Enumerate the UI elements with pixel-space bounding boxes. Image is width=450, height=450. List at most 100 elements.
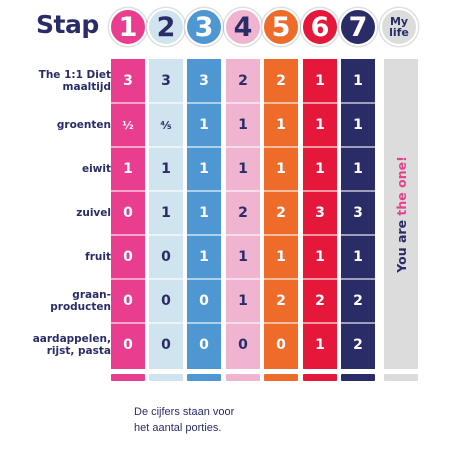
footnote-line-2: het aantal porties. <box>134 422 222 434</box>
my-life-column-footer <box>384 374 418 381</box>
portion-cell: 0 <box>161 293 171 309</box>
row-label: groenten <box>3 107 111 143</box>
portion-cell: 1 <box>353 249 363 265</box>
portion-cell: 2 <box>276 205 286 221</box>
footnote: De cijfers staan voor het aantal porties… <box>134 404 294 436</box>
footnote-line-1: De cijfers staan voor <box>134 406 235 418</box>
step-column-footer-7 <box>341 374 375 381</box>
row-label-line: producten <box>50 301 111 313</box>
step-column-7: 1 1 1 3 1 2 2 <box>341 59 375 369</box>
row-separator <box>149 146 183 148</box>
portion-cell: 1 <box>238 117 248 133</box>
row-label-line: graan- <box>72 289 111 301</box>
row-separator <box>264 234 298 236</box>
portion-cell: 1 <box>353 117 363 133</box>
row-label-line: fruit <box>85 251 111 263</box>
step-column-5: 2 1 1 2 1 2 0 <box>264 59 298 369</box>
portion-cell: 1 <box>238 293 248 309</box>
portion-cell: 1 <box>315 249 325 265</box>
portion-cell: 0 <box>199 337 209 353</box>
portion-cell: 1 <box>315 337 325 353</box>
portion-cell: 1 <box>276 249 286 265</box>
portion-cell: 1 <box>276 161 286 177</box>
row-label: The 1:1 Diet maaltijd <box>3 63 111 99</box>
portion-cell: 0 <box>276 337 286 353</box>
row-separator <box>149 234 183 236</box>
portion-cell: 3 <box>123 73 133 89</box>
row-separator <box>264 102 298 104</box>
row-separator <box>264 146 298 148</box>
step-column-footer-4 <box>226 374 260 381</box>
my-life-column: You are the one! <box>384 59 418 369</box>
portion-cell: 2 <box>315 293 325 309</box>
portion-cell: 0 <box>199 293 209 309</box>
portion-cell: 1 <box>199 161 209 177</box>
row-label: zuivel <box>3 195 111 231</box>
row-separator <box>187 234 221 236</box>
row-separator <box>303 102 337 104</box>
portion-cell: 0 <box>123 337 133 353</box>
row-label: aardappelen, rijst, pasta <box>3 327 111 363</box>
row-separator <box>111 322 145 324</box>
step-badge-6: 6 <box>301 8 339 46</box>
step-column-4: 2 1 1 2 1 1 0 <box>226 59 260 369</box>
portion-cell: 1 <box>199 117 209 133</box>
portion-cell: 1 <box>199 205 209 221</box>
row-separator <box>264 322 298 324</box>
row-separator <box>111 146 145 148</box>
row-separator <box>111 234 145 236</box>
row-label-line: eiwit <box>81 163 111 175</box>
portion-cell: 0 <box>238 337 248 353</box>
row-label-line: groenten <box>56 119 111 131</box>
portion-cell: 1 <box>276 117 286 133</box>
row-label: fruit <box>3 239 111 275</box>
step-column-footer-3 <box>187 374 221 381</box>
row-label-line: zuivel <box>76 207 111 219</box>
step-column-3: 3 1 1 1 1 0 0 <box>187 59 221 369</box>
portion-cell: 1 <box>238 161 248 177</box>
row-separator <box>226 234 260 236</box>
row-separator <box>111 278 145 280</box>
my-life-badge-line-2: life <box>389 26 409 39</box>
portion-cell: 3 <box>161 73 171 89</box>
row-separator <box>149 102 183 104</box>
row-separator <box>303 278 337 280</box>
portion-cell: ⅘ <box>160 118 172 132</box>
row-separator <box>341 278 375 280</box>
portion-cell: 2 <box>238 205 248 221</box>
portion-cell: 2 <box>276 73 286 89</box>
portion-cell: 1 <box>161 161 171 177</box>
row-label-line: aardappelen, <box>32 333 111 345</box>
step-column-footer-2 <box>149 374 183 381</box>
step-badge-2: 2 <box>147 8 185 46</box>
portion-cell: 1 <box>315 117 325 133</box>
row-separator <box>187 322 221 324</box>
row-separator <box>226 102 260 104</box>
step-column-footer-5 <box>264 374 298 381</box>
step-column-2: 3 ⅘ 1 1 0 0 0 <box>149 59 183 369</box>
portion-cell: 1 <box>123 161 133 177</box>
portion-cell: 2 <box>276 293 286 309</box>
portion-cell: 3 <box>353 205 363 221</box>
step-column-6: 1 1 1 3 1 2 1 <box>303 59 337 369</box>
my-life-text-prefix: You are <box>393 215 409 273</box>
row-separator <box>341 146 375 148</box>
row-separator <box>264 278 298 280</box>
portion-cell: ½ <box>122 118 134 132</box>
step-column-footer-1 <box>111 374 145 381</box>
portion-cell: 0 <box>123 293 133 309</box>
step-badge-7: 7 <box>339 8 377 46</box>
portion-cell: 1 <box>238 249 248 265</box>
portion-cell: 1 <box>315 161 325 177</box>
row-separator <box>187 146 221 148</box>
row-separator <box>341 322 375 324</box>
row-separator <box>341 234 375 236</box>
stap-title: Stap <box>36 10 99 39</box>
row-label-line: The 1:1 Diet <box>38 69 111 81</box>
step-badge-5: 5 <box>262 8 300 46</box>
row-label-line: maaltijd <box>62 81 111 93</box>
portion-cell: 2 <box>353 293 363 309</box>
portion-cell: 0 <box>123 249 133 265</box>
row-separator <box>149 322 183 324</box>
portion-cell: 0 <box>161 337 171 353</box>
